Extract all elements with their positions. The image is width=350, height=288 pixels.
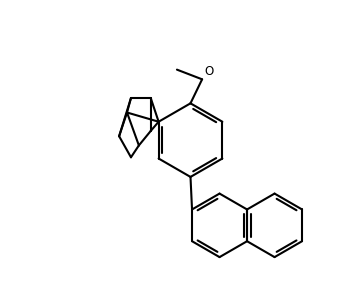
Text: O: O [204, 65, 213, 78]
